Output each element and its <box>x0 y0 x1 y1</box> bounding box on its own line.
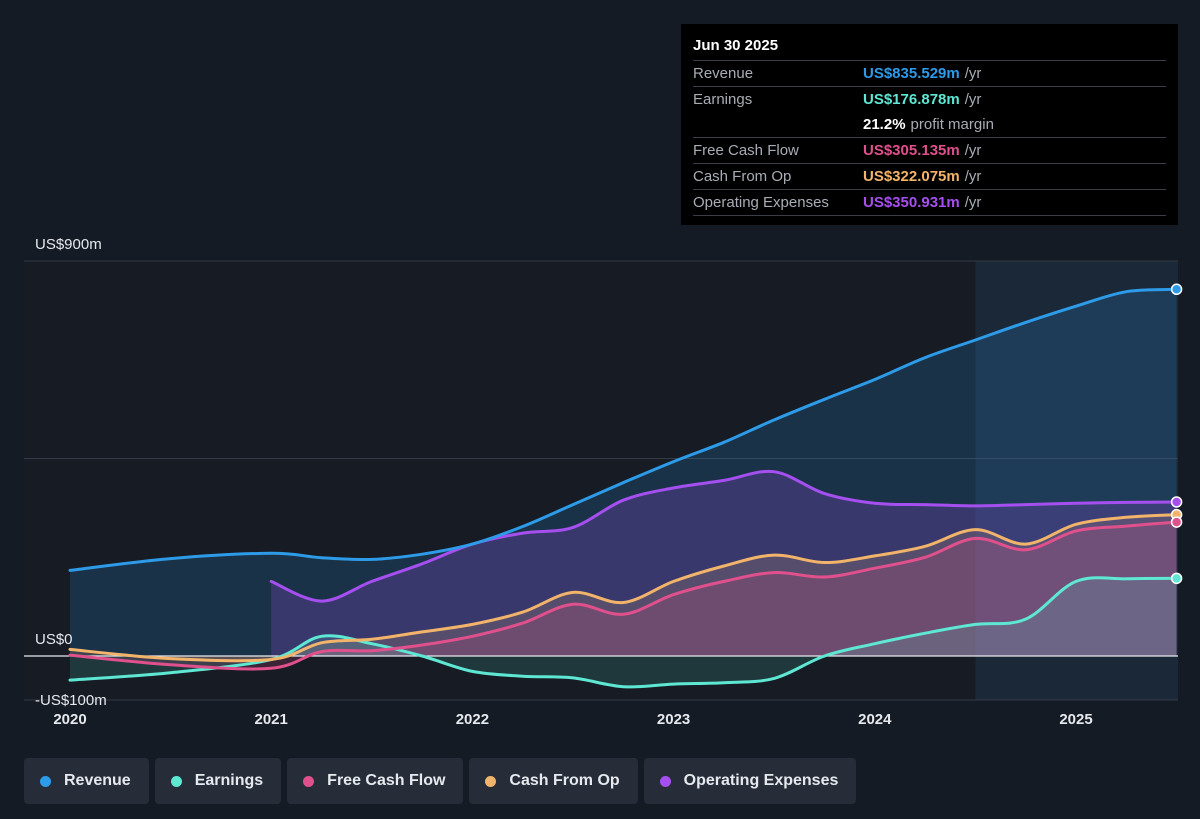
line-free-cash-flow <box>68 520 1179 671</box>
tooltip-label: Cash From Op <box>693 168 792 185</box>
x-tick-label: 2022 <box>456 711 489 728</box>
tooltip-value: US$176.878m <box>863 91 960 108</box>
legend-label: Revenue <box>64 772 131 789</box>
legend-item-cash-from-op[interactable]: Cash From Op <box>469 758 638 804</box>
tooltip-row: 21.2% profit margin <box>693 112 1166 137</box>
legend-item-earnings[interactable]: Earnings <box>154 758 282 804</box>
legend-label: Free Cash Flow <box>327 772 446 789</box>
highlight-band <box>975 261 1178 700</box>
hover-tooltip: Jun 30 2025 Revenue US$835.529m/yr Earning… <box>681 24 1178 225</box>
tooltip-unit: profit margin <box>910 116 994 133</box>
area-free-cash-flow <box>70 522 1177 669</box>
legend-label: Operating Expenses <box>683 772 839 789</box>
legend-label: Earnings <box>194 772 264 789</box>
tooltip-unit: /yr <box>964 65 982 82</box>
tooltip-row: Free Cash Flow US$305.135m/yr <box>693 137 1166 163</box>
legend-label: Cash From Op <box>509 772 620 789</box>
legend-dot-icon <box>40 775 51 787</box>
legend-dot-icon <box>170 775 182 787</box>
line-operating-expenses <box>269 469 1179 603</box>
end-point-free-cash-flow <box>1170 516 1183 528</box>
legend-item-revenue[interactable]: Revenue <box>24 758 149 804</box>
tooltip-row: Earnings US$176.878m/yr <box>693 86 1166 112</box>
tooltip-row: Cash From Op US$322.075m/yr <box>693 163 1166 189</box>
tooltip-row: Revenue US$835.529m/yr <box>693 60 1166 86</box>
tooltip-value: US$350.931m <box>863 194 960 211</box>
tooltip-value: US$835.529m <box>863 65 960 82</box>
tooltip-value: 21.2% <box>863 116 906 133</box>
legend-dot-icon <box>659 775 671 787</box>
legend-dot-icon <box>485 775 497 787</box>
y-tick-label: -US$100m <box>35 692 107 709</box>
legend-item-operating-expenses[interactable]: Operating Expenses <box>643 758 857 804</box>
tooltip-label: Operating Expenses <box>693 194 829 211</box>
x-tick-label: 2024 <box>858 711 892 728</box>
tooltip-label: Revenue <box>693 65 754 82</box>
legend-item-free-cash-flow[interactable]: Free Cash Flow <box>287 758 464 804</box>
tooltip-unit: /yr <box>964 91 982 108</box>
x-tick-label: 2025 <box>1059 711 1092 728</box>
legend: Revenue Earnings Free Cash Flow Cash From O… <box>24 758 857 804</box>
end-point-revenue <box>1170 283 1183 296</box>
end-point-earnings <box>1170 572 1183 585</box>
tooltip-unit: /yr <box>964 142 982 159</box>
y-tick-label: US$900m <box>35 236 102 253</box>
legend-dot-icon <box>303 775 315 787</box>
area-cash-from-op <box>70 514 1177 661</box>
tooltip-row: Operating Expenses US$350.931m/yr <box>693 189 1166 216</box>
x-tick-label: 2023 <box>657 711 690 728</box>
x-tick-label: 2020 <box>53 711 86 728</box>
tooltip-value: US$305.135m <box>863 142 960 159</box>
line-earnings <box>68 576 1179 689</box>
tooltip-label: Free Cash Flow <box>693 142 799 159</box>
tooltip-unit: /yr <box>964 194 982 211</box>
x-tick-label: 2021 <box>255 711 288 728</box>
area-operating-expenses <box>271 471 1177 656</box>
y-tick-label: US$0 <box>35 631 73 648</box>
tooltip-unit: /yr <box>964 168 982 185</box>
tooltip-date: Jun 30 2025 <box>693 37 779 54</box>
chart-canvas: US$900m US$0 -US$100m 2020 2021 2022 2023 2024 2… <box>24 236 1183 728</box>
end-point-operating-expenses <box>1170 496 1183 508</box>
tooltip-label: Earnings <box>693 91 753 108</box>
line-cash-from-op <box>68 513 1179 663</box>
line-revenue <box>68 287 1179 572</box>
tooltip-value: US$322.075m <box>863 168 960 185</box>
